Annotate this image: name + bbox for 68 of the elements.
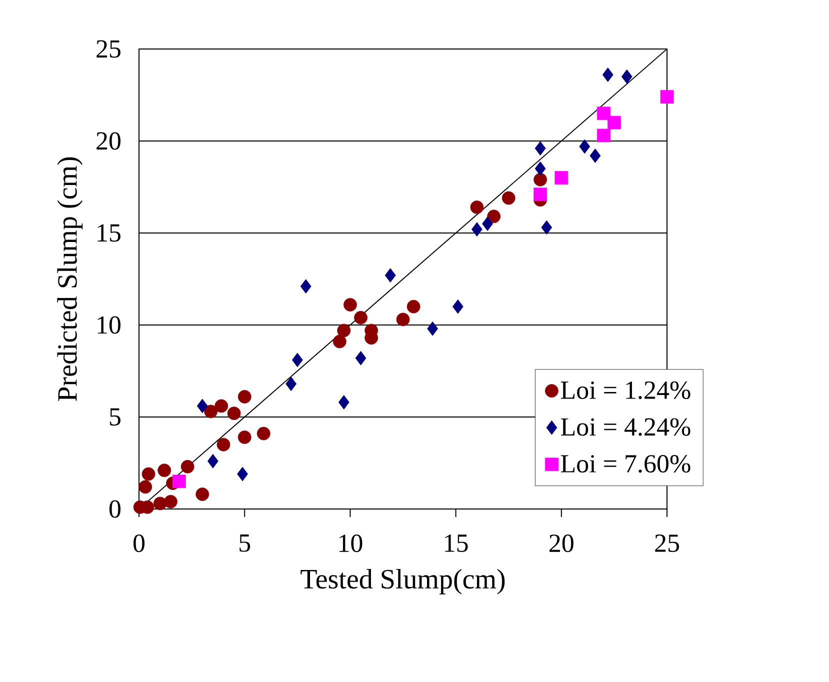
y-tick-label: 25: [96, 40, 120, 58]
point: [554, 171, 568, 184]
point: [207, 454, 218, 468]
point: [384, 268, 396, 283]
point: [337, 324, 351, 338]
point: [164, 494, 178, 508]
point: [355, 350, 366, 366]
point: [196, 488, 210, 501]
point: [172, 474, 186, 488]
point: [292, 352, 303, 368]
point: [227, 406, 241, 420]
point: [427, 321, 438, 336]
legend-label: Loi = 1.24%: [560, 381, 690, 400]
point: [256, 426, 270, 440]
point: [196, 398, 208, 414]
point: [608, 116, 621, 130]
x-tick-label: 25: [655, 534, 679, 552]
point: [332, 334, 346, 348]
x-tick-label: 0: [133, 534, 145, 552]
point: [216, 438, 230, 452]
point: [300, 279, 312, 294]
point: [338, 395, 350, 410]
point: [237, 466, 248, 482]
point: [471, 222, 482, 237]
y-tick-label: 20: [96, 132, 120, 150]
point: [406, 300, 420, 314]
point: [534, 188, 547, 202]
point: [502, 191, 516, 205]
point: [596, 128, 610, 142]
point: [602, 68, 614, 82]
point: [180, 460, 194, 474]
point: [153, 496, 167, 510]
point: [596, 106, 610, 120]
point: [138, 480, 152, 494]
point: [534, 141, 546, 156]
x-tick-label: 15: [445, 534, 468, 552]
point: [487, 210, 501, 224]
x-tick-label: 5: [240, 534, 250, 552]
y-tick-label: 0: [109, 500, 120, 518]
y-axis-title: Predicted Slump (cm): [57, 157, 83, 402]
point: [354, 310, 368, 324]
point: [534, 161, 546, 176]
point: [534, 172, 547, 186]
point: [482, 216, 493, 231]
point: [214, 399, 228, 413]
x-axis-title: Tested Slump(cm): [300, 568, 505, 594]
point: [344, 298, 357, 312]
point: [238, 430, 252, 444]
point: [204, 404, 218, 418]
point: [660, 90, 674, 104]
point: [621, 69, 632, 84]
point: [396, 312, 410, 326]
point: [142, 467, 156, 481]
point: [590, 148, 601, 163]
legend-label: Loi = 7.60%: [560, 454, 690, 473]
y-tick-label: 15: [98, 224, 120, 242]
legend-label: Loi = 4.24%: [560, 418, 690, 436]
point: [238, 390, 252, 404]
point: [452, 299, 464, 314]
point: [470, 200, 484, 214]
x-tick-label: 10: [339, 534, 362, 552]
y-tick-label: 10: [98, 316, 120, 334]
y-tick-label: 5: [110, 408, 120, 426]
point: [158, 464, 172, 478]
point: [579, 139, 590, 154]
point: [541, 220, 552, 235]
x-tick-label: 20: [550, 534, 574, 552]
point: [286, 376, 297, 392]
